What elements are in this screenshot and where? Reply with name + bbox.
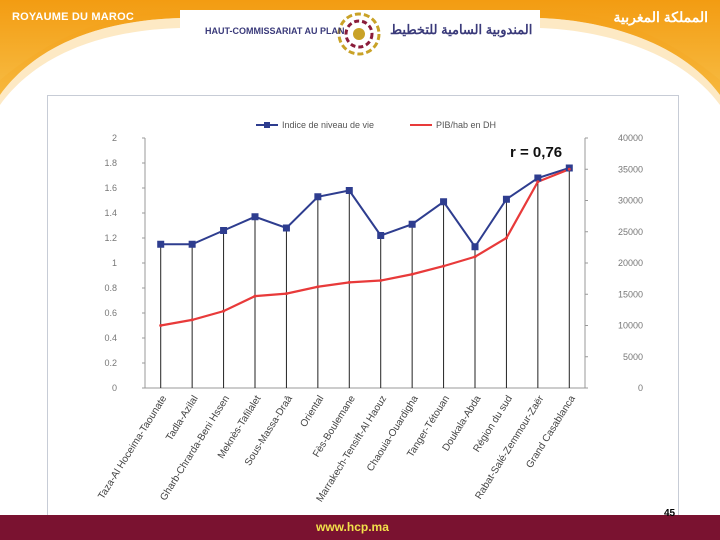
y-left-tick-label: 1.8 (104, 158, 117, 168)
agency-name-french: HAUT-COMMISSARIAT AU PLAN (205, 26, 345, 36)
header-band (0, 0, 720, 105)
y-right-tick-label: 5000 (623, 352, 643, 362)
y-right-tick-label: 0 (638, 383, 643, 393)
y-left-tick-label: 0.8 (104, 283, 117, 293)
data-point-indice (377, 232, 385, 239)
hcp-logo-icon (337, 12, 381, 56)
data-point-indice (282, 224, 290, 232)
y-left-tick-label: 0.2 (104, 358, 117, 368)
data-point-indice (502, 195, 510, 203)
data-point-indice (471, 243, 479, 251)
y-right-tick-label: 10000 (618, 321, 643, 331)
data-point-indice (534, 174, 542, 182)
y-right-tick-label: 25000 (618, 227, 643, 237)
chart-legend: Indice de niveau de vie PIB/hab en DH (256, 120, 496, 130)
data-point-indice (220, 227, 228, 234)
data-point-pib (567, 167, 571, 171)
correlation-annotation: r = 0,76 (510, 144, 562, 161)
y-left-tick-label: 1.2 (104, 233, 117, 243)
chart: Indice de niveau de vie PIB/hab en DH r … (96, 120, 643, 504)
y-left-tick-label: 2 (112, 133, 117, 143)
data-point-pib (253, 294, 257, 298)
y-right-tick-label: 30000 (618, 196, 643, 206)
chart-frame: Indice de niveau de vie PIB/hab en DH r … (47, 95, 679, 517)
data-point-pib (190, 318, 194, 322)
y-right-tick-label: 35000 (618, 164, 643, 174)
page-number: 45 (664, 508, 676, 519)
data-point-indice (440, 198, 448, 206)
data-point-indice (188, 240, 196, 248)
y-left-tick-label: 1.6 (104, 183, 117, 193)
data-point-indice (345, 187, 353, 194)
data-point-pib (379, 279, 383, 282)
y-left-tick-label: 0.6 (104, 308, 117, 318)
data-point-pib (316, 285, 320, 289)
country-name-french: ROYAUME DU MAROC (12, 11, 134, 23)
data-point-pib (473, 255, 477, 259)
data-point-pib (222, 309, 226, 313)
legend-label-pib: PIB/hab en DH (436, 120, 496, 130)
data-point-pib (410, 272, 414, 276)
y-left-tick-label: 1.4 (104, 208, 117, 218)
series-line-1 (160, 168, 570, 327)
data-point-pib (504, 236, 508, 240)
y-left-tick-label: 1 (112, 258, 117, 268)
y-left-tick-label: 0.4 (104, 333, 117, 343)
category-label: Taza-Al Hoceima-Taounate (96, 393, 169, 501)
country-name-arabic: المملكة المغربية (613, 9, 708, 25)
category-label: Oriental (299, 394, 327, 430)
y-left-tick-label: 0 (112, 383, 117, 393)
y-right-tick-label: 20000 (618, 258, 643, 268)
y-right-tick-label: 15000 (618, 289, 643, 299)
data-point-indice (314, 193, 322, 201)
legend-label-indice: Indice de niveau de vie (282, 120, 374, 130)
data-point-indice (157, 240, 165, 248)
data-point-indice (408, 220, 416, 228)
y-right-tick-label: 40000 (618, 133, 643, 143)
data-point-pib (442, 264, 446, 268)
data-point-pib (536, 180, 540, 184)
series-line-0 (160, 167, 570, 249)
data-point-pib (284, 292, 288, 296)
data-point-pib (159, 324, 163, 327)
data-point-pib (347, 280, 351, 284)
agency-name-arabic: المندوبية السامية للتخطيط (390, 22, 533, 37)
legend-marker-indice (264, 122, 270, 128)
data-point-indice (251, 213, 259, 221)
footer-url[interactable]: www.hcp.ma (316, 520, 389, 534)
category-label: Tadla-Azilal (164, 394, 200, 443)
footer-bar: www.hcp.ma (0, 515, 720, 540)
